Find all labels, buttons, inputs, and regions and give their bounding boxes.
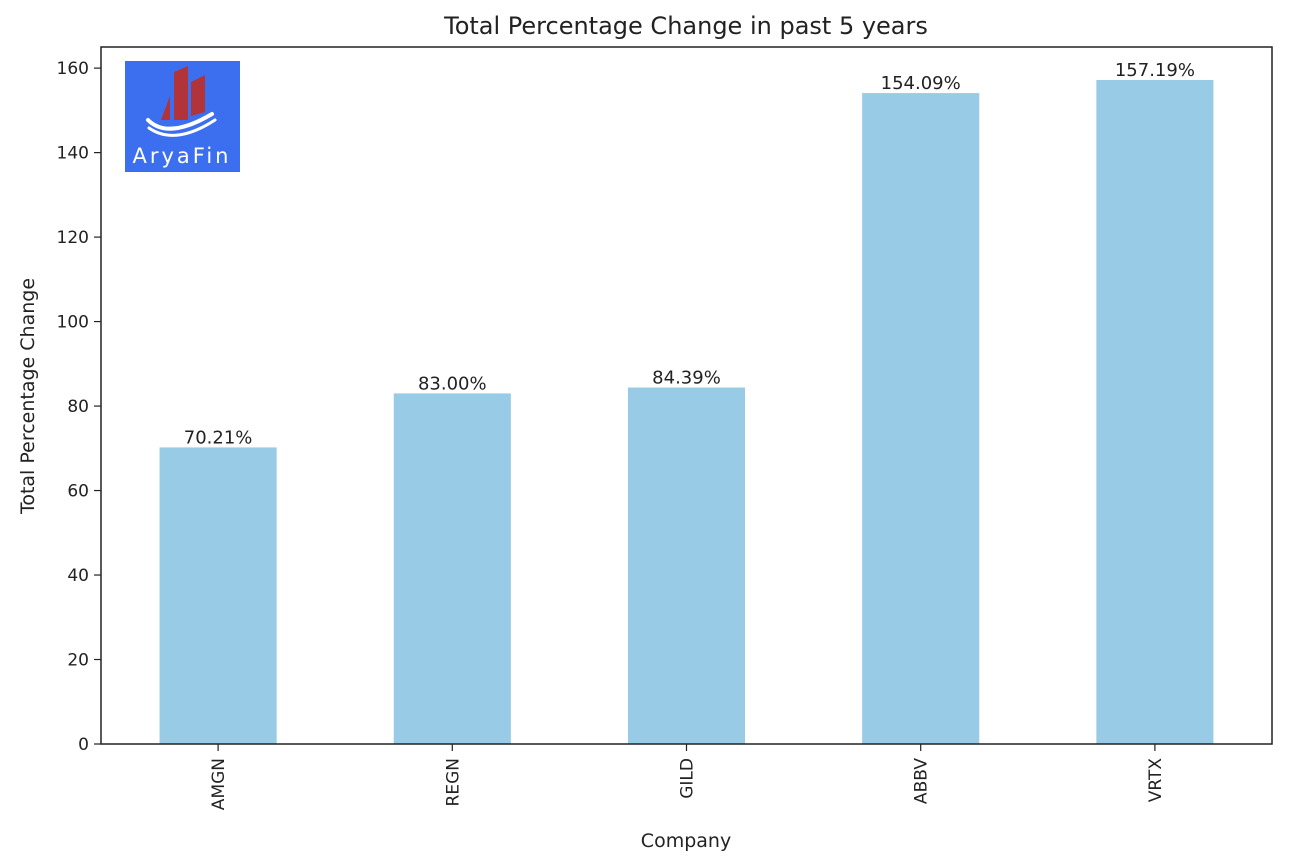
logo-bar-3 (191, 75, 205, 116)
y-tick-label-80: 80 (67, 397, 89, 417)
y-axis-title: Total Percentage Change (17, 278, 39, 515)
bar-label-regn: 83.00% (418, 373, 487, 394)
x-tick-label-vrtx: VRTX (1146, 758, 1166, 803)
x-tick-label-gild: GILD (678, 758, 698, 799)
y-tick-label-100: 100 (57, 313, 89, 333)
logo-swoosh-2 (147, 118, 217, 137)
bar-amgn (159, 447, 277, 744)
y-tick-label-140: 140 (57, 144, 89, 164)
bar-gild (627, 387, 746, 744)
y-axis: 0 20 40 60 80 100 120 140 160 (57, 59, 101, 755)
logo-bar-2 (174, 66, 188, 120)
x-tick-label-abbv: ABBV (912, 758, 932, 804)
y-tick-label-60: 60 (67, 482, 89, 502)
bar-label-amgn: 70.21% (184, 427, 253, 448)
bar-abbv (862, 93, 980, 744)
x-axis: AMGN REGN GILD ABBV VRTX (209, 744, 1166, 810)
y-tick-label-160: 160 (57, 59, 89, 79)
bar-label-gild: 84.39% (652, 368, 721, 389)
y-tick-label-20: 20 (67, 651, 89, 671)
x-tick-label-regn: REGN (443, 758, 463, 806)
bar-regn (393, 393, 511, 744)
bar-label-vrtx: 157.19% (1115, 60, 1195, 81)
y-tick-label-40: 40 (67, 566, 89, 586)
chart-title: Total Percentage Change in past 5 years (443, 12, 928, 40)
logo-bar-1 (161, 96, 170, 120)
logo-swoosh-1 (146, 112, 214, 131)
bar-labels-group: 70.21% 83.00% 84.39% 154.09% 157.19% (184, 60, 1195, 448)
bar-label-abbv: 154.09% (881, 73, 961, 94)
bar-vrtx (1096, 79, 1214, 744)
y-tick-label-0: 0 (78, 735, 89, 755)
x-tick-label-amgn: AMGN (209, 758, 229, 810)
logo-text: AryaFin (133, 144, 232, 168)
bars-group (159, 79, 1214, 744)
y-tick-label-120: 120 (57, 228, 89, 248)
x-axis-title: Company (641, 830, 731, 852)
aryafin-logo: AryaFin (125, 61, 240, 172)
